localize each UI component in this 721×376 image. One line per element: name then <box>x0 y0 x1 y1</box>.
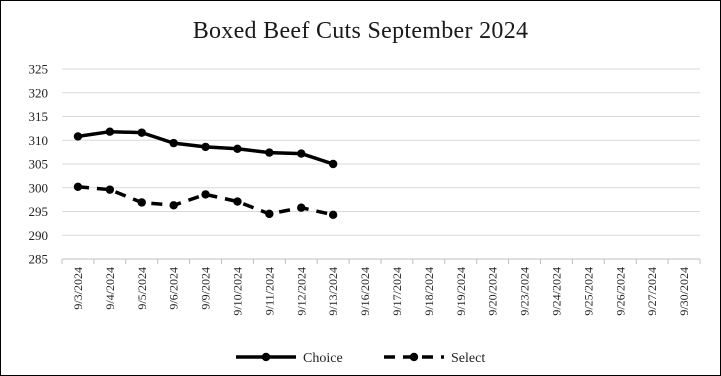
x-tick-label: 9/30/2024 <box>677 267 691 316</box>
x-tick-label: 9/19/2024 <box>454 267 468 316</box>
x-tick-label: 9/12/2024 <box>294 267 308 316</box>
data-point-choice <box>328 159 338 169</box>
y-tick-label: 300 <box>29 180 49 195</box>
x-tick-label: 9/16/2024 <box>358 267 372 316</box>
y-tick-label: 305 <box>29 157 49 172</box>
x-tick-label: 9/9/2024 <box>199 267 213 310</box>
x-tick-label: 9/18/2024 <box>422 267 436 316</box>
x-tick-label: 9/25/2024 <box>581 267 595 316</box>
x-tick-label: 9/27/2024 <box>645 267 659 316</box>
x-tick-label: 9/3/2024 <box>71 267 85 310</box>
data-point-choice <box>233 144 242 153</box>
data-point-choice <box>265 148 274 157</box>
x-tick-label: 9/24/2024 <box>549 267 563 316</box>
y-tick-label: 310 <box>29 133 49 148</box>
gridlines <box>62 68 700 260</box>
data-point-choice <box>201 142 210 152</box>
x-tick-label: 9/10/2024 <box>230 267 244 316</box>
data-point-select <box>169 201 178 210</box>
data-point-select <box>73 182 83 191</box>
x-axis-ticks: 9/3/2024 9/4/2024 9/5/2024 9/6/2024 9/9/2024… <box>71 267 691 316</box>
data-point-select <box>201 190 210 199</box>
x-tick-label: 9/11/2024 <box>262 267 276 315</box>
legend-label-select: Select <box>451 351 485 366</box>
y-tick-label: 315 <box>29 109 49 124</box>
data-point-select <box>137 198 146 207</box>
chart-title: Boxed Beef Cuts September 2024 <box>192 18 529 44</box>
y-tick-label: 320 <box>29 85 49 100</box>
data-point-select <box>297 203 306 212</box>
legend-label-choice: Choice <box>303 351 343 366</box>
x-tick-label: 9/26/2024 <box>613 267 627 316</box>
legend: Choice Select <box>236 351 485 366</box>
y-tick-label: 295 <box>29 204 49 219</box>
x-tick-label: 9/23/2024 <box>518 267 532 316</box>
legend-marker-choice <box>261 352 271 362</box>
data-point-select <box>233 197 242 206</box>
data-point-choice <box>73 132 83 141</box>
x-axis <box>61 258 701 264</box>
series-lines <box>73 127 338 220</box>
x-tick-label: 9/17/2024 <box>390 267 404 316</box>
x-tick-label: 9/6/2024 <box>167 267 181 310</box>
y-tick-label: 325 <box>29 62 49 77</box>
data-point-select <box>328 210 338 220</box>
x-tick-label: 9/4/2024 <box>103 267 117 310</box>
data-point-choice <box>105 127 115 136</box>
series-line-select <box>77 185 334 217</box>
data-point-choice <box>137 128 146 137</box>
x-tick-label: 9/13/2024 <box>326 267 340 316</box>
data-point-select <box>265 209 274 219</box>
y-tick-label: 290 <box>29 228 49 243</box>
y-tick-label: 285 <box>29 252 49 267</box>
legend-marker-select <box>409 352 419 362</box>
y-axis-ticks: 285 290 295 300 305 310 315 320 325 <box>29 62 49 267</box>
data-point-choice <box>297 149 306 158</box>
data-point-select <box>105 185 115 194</box>
x-tick-label: 9/20/2024 <box>486 267 500 316</box>
data-point-choice <box>169 138 178 148</box>
x-tick-label: 9/5/2024 <box>135 267 149 310</box>
